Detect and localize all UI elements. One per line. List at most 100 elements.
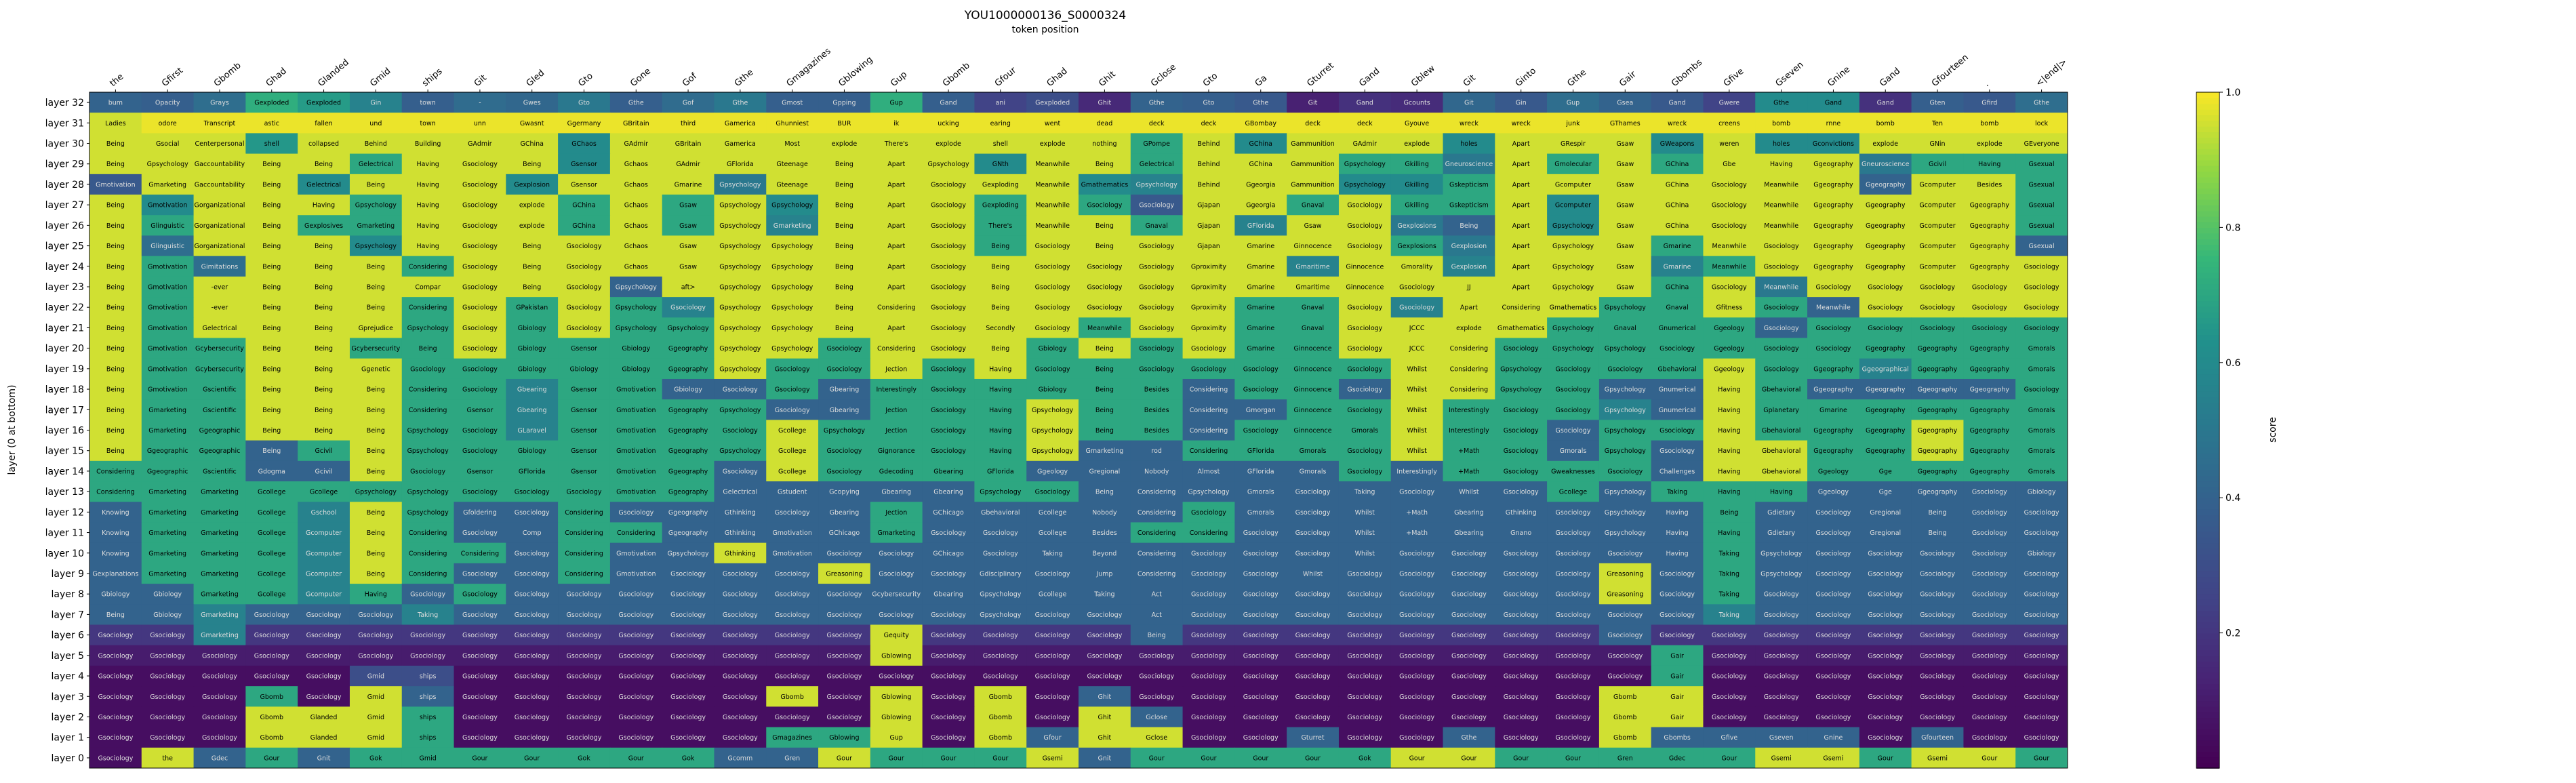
heatmap-cell <box>193 235 246 257</box>
heatmap-cell <box>818 297 871 318</box>
cell-label: Taking <box>1041 550 1062 557</box>
cell-label: -ever <box>212 284 228 292</box>
cell-label: Gsociology <box>462 447 498 455</box>
colorbar-segment <box>2196 266 2219 273</box>
cell-label: Considering <box>565 529 603 537</box>
cell-label: Gnano <box>1510 529 1531 537</box>
cell-label: Gsea <box>1617 100 1633 107</box>
cell-label: und <box>369 120 382 127</box>
cell-label: Gsociology <box>1764 714 1799 721</box>
heatmap-cell <box>1495 92 1548 113</box>
cell-label: Gsociology <box>1087 611 1122 619</box>
heatmap-cell <box>1026 215 1079 236</box>
cell-label: Gsociology <box>410 632 445 639</box>
heatmap-cell <box>1443 317 1495 339</box>
heatmap-cell <box>2015 215 2068 236</box>
cell-label: Gsociology <box>2024 529 2059 537</box>
heatmap-cell <box>1182 195 1235 216</box>
cell-label: Gsaw <box>1616 243 1634 250</box>
cell-label: GChina <box>1666 161 1689 168</box>
cell-label: Gsociology <box>1347 202 1382 209</box>
heatmap-cell <box>1495 133 1548 155</box>
cell-label: Apart <box>887 263 905 270</box>
heatmap-cell <box>1963 338 2016 359</box>
cell-label: Gsociology <box>1243 591 1279 599</box>
heatmap-cell <box>1859 113 1912 134</box>
cell-label: Gok <box>578 755 590 762</box>
heatmap-cell <box>1234 92 1287 113</box>
cell-label: - <box>479 100 481 107</box>
heatmap-cell <box>870 276 923 298</box>
cell-label: Gsociology <box>1347 407 1382 414</box>
heatmap-cell <box>1963 235 2016 257</box>
cell-label: Gmarketing <box>1086 447 1124 455</box>
cell-label: Gpsychology <box>980 611 1022 619</box>
cell-label: Gpsychology <box>407 489 449 496</box>
cell-label: Gexploded <box>1035 100 1070 107</box>
cell-label: Besides <box>1144 407 1169 414</box>
cell-label: Gsociology <box>670 632 706 639</box>
heatmap-cell <box>870 92 923 113</box>
cell-label: Gsociology <box>723 694 758 701</box>
cell-label: Gbomb <box>989 694 1013 701</box>
colorbar-segment <box>2196 751 2219 758</box>
cell-label: Gsociology <box>410 652 445 660</box>
cell-label: Being <box>1095 365 1114 373</box>
cell-label: Gmotivation <box>616 468 656 475</box>
cell-label: Gsociology <box>1764 263 1799 270</box>
heatmap-cell <box>1651 215 1704 236</box>
heatmap-cell <box>506 133 559 155</box>
x-tick-label: Gto <box>576 71 595 89</box>
heatmap-cell <box>1963 92 2016 113</box>
cell-label: Gsociology <box>254 632 289 639</box>
cell-label: Considering <box>461 550 500 557</box>
cell-label: Gsociology <box>1712 222 1747 230</box>
cell-label: Gsociology <box>1815 673 1851 681</box>
cell-label: Gthe <box>628 100 644 107</box>
heatmap-cell <box>818 276 871 298</box>
heatmap-cell <box>558 338 611 359</box>
heatmap-cell <box>245 256 298 277</box>
heatmap-cell <box>1911 113 1964 134</box>
cell-label: Gnaval <box>1302 202 1324 209</box>
cell-label: Gour <box>1721 755 1737 762</box>
cell-label: Gbiology <box>622 365 650 373</box>
heatmap-cell <box>1026 174 1079 195</box>
cell-label: Gpsychology <box>1760 570 1803 578</box>
colorbar-segment <box>2196 706 2219 712</box>
cell-label: Gsociology <box>1139 325 1174 332</box>
cell-label: Gteenage <box>776 181 808 188</box>
heatmap-cell <box>1859 235 1912 257</box>
cell-label: Ladies <box>105 120 126 127</box>
heatmap-cell <box>1287 338 1340 359</box>
cell-label: Compar <box>415 284 441 292</box>
cell-label: Gsociology <box>618 509 653 517</box>
heatmap-cell <box>89 215 142 236</box>
cell-label: Gpsychology <box>719 284 761 292</box>
cell-label: Gsociology <box>1659 632 1695 639</box>
cell-label: Gpsychology <box>980 591 1022 599</box>
cell-label: Gexploded <box>254 100 289 107</box>
heatmap-cell <box>1495 174 1548 195</box>
y-tick-label: layer 26 <box>45 220 84 231</box>
colorbar-segment <box>2196 424 2219 431</box>
cell-label: Gcomputer <box>1555 181 1591 188</box>
heatmap-cell <box>1079 358 1131 380</box>
cell-label: Gsemi <box>1771 755 1792 762</box>
y-tick-label: layer 7 <box>52 609 84 620</box>
cell-label: Act <box>1152 591 1163 599</box>
colorbar-segment <box>2196 272 2219 279</box>
cell-label: Gsociology <box>515 591 550 599</box>
cell-label: Gpsychology <box>719 202 761 209</box>
cell-label: Gsociology <box>1868 611 1903 619</box>
cell-label: Gaccountability <box>195 181 245 188</box>
heatmap-cell <box>1390 235 1444 257</box>
colorbar-segment <box>2196 616 2219 622</box>
cell-label: Gsociology <box>723 386 758 394</box>
cell-label: Gmotivation <box>148 284 187 292</box>
cell-label: Gmotivation <box>616 407 656 414</box>
colorbar-segment <box>2196 323 2219 329</box>
heatmap-cell <box>714 195 767 216</box>
heatmap-cell <box>818 195 871 216</box>
cell-label: Gthe <box>732 100 748 107</box>
